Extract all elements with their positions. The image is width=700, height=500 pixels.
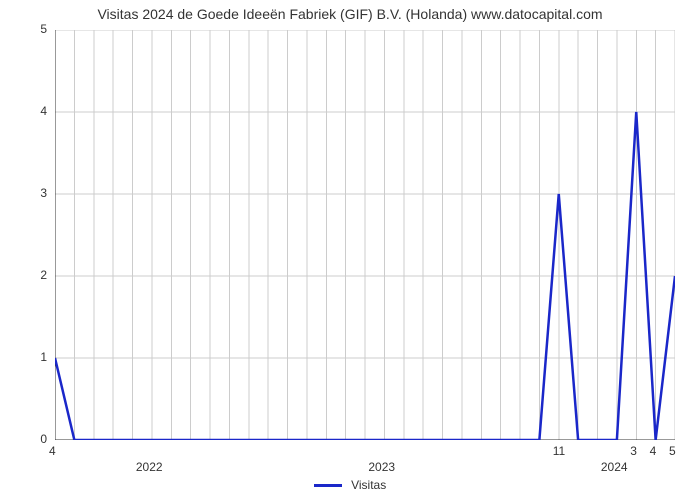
chart-container: Visitas 2024 de Goede Ideeën Fabriek (GI… <box>0 0 700 500</box>
chart-title: Visitas 2024 de Goede Ideeën Fabriek (GI… <box>0 6 700 22</box>
y-tick-label: 5 <box>40 22 47 36</box>
legend-label: Visitas <box>351 478 386 492</box>
x-month-label: 5 <box>669 444 676 458</box>
y-tick-label: 1 <box>40 350 47 364</box>
x-month-label: 11 <box>553 444 565 458</box>
y-tick-label: 2 <box>40 268 47 282</box>
x-year-label: 2024 <box>601 460 628 474</box>
x-month-label: 4 <box>650 444 657 458</box>
x-year-label: 2022 <box>136 460 163 474</box>
y-tick-label: 3 <box>40 186 47 200</box>
x-year-label: 2023 <box>368 460 395 474</box>
x-month-label: 4 <box>49 444 56 458</box>
y-tick-label: 4 <box>40 104 47 118</box>
x-month-label: 3 <box>630 444 637 458</box>
legend-swatch <box>314 484 342 487</box>
plot-area <box>55 30 675 440</box>
legend: Visitas <box>0 478 700 492</box>
y-tick-label: 0 <box>40 432 47 446</box>
